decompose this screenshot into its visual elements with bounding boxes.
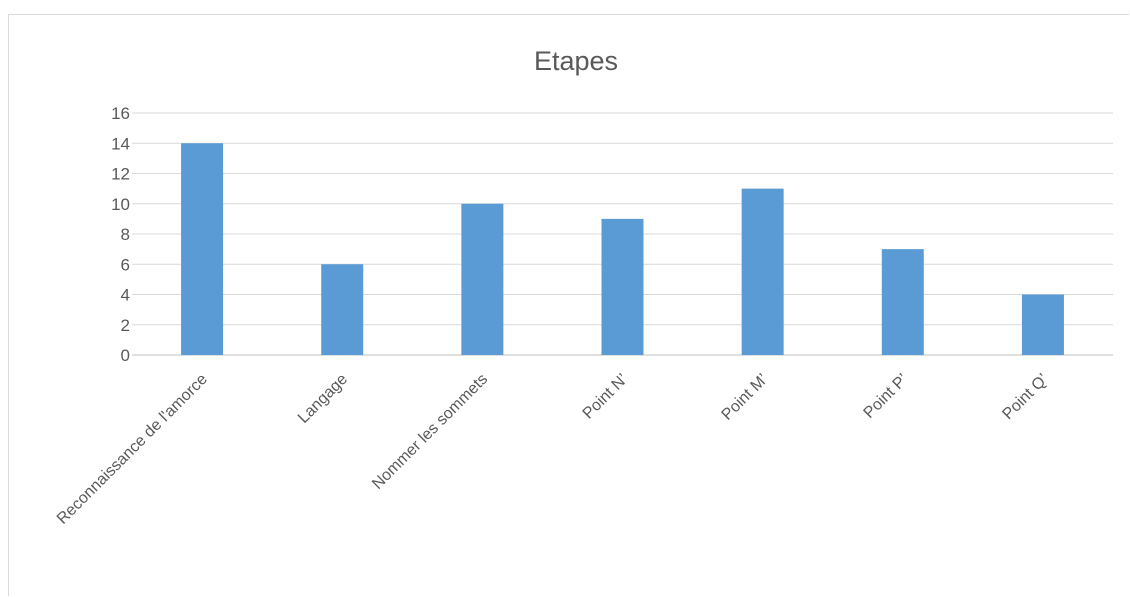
y-tick-label: 8 bbox=[121, 225, 130, 244]
x-axis-labels: Reconnaissance de l'amorce Langage Nommer … bbox=[54, 371, 1052, 528]
chart-title: Etapes bbox=[534, 46, 618, 76]
x-category-label: Point N’ bbox=[580, 371, 632, 423]
x-category-label: Reconnaissance de l'amorce bbox=[54, 371, 211, 528]
bar bbox=[1021, 294, 1064, 355]
x-category-label: Langage bbox=[295, 371, 351, 427]
y-tick-label: 6 bbox=[121, 255, 130, 274]
bar bbox=[181, 143, 224, 355]
bar bbox=[741, 188, 784, 355]
bar bbox=[601, 218, 644, 355]
y-tick-label: 0 bbox=[121, 346, 130, 365]
x-category-label: Nommer les sommets bbox=[369, 371, 491, 493]
y-tick-label: 14 bbox=[111, 134, 130, 153]
y-tick-label: 16 bbox=[111, 104, 130, 123]
y-tick-label: 10 bbox=[111, 195, 130, 214]
y-tick-label: 2 bbox=[121, 316, 130, 335]
bars bbox=[181, 143, 1064, 355]
y-axis-ticks: 0 2 4 6 8 10 12 14 16 bbox=[111, 104, 130, 365]
y-tick-label: 4 bbox=[121, 286, 130, 305]
bar bbox=[321, 264, 364, 355]
y-tick-label: 12 bbox=[111, 165, 130, 184]
bar bbox=[881, 249, 924, 355]
x-category-label: Point P’ bbox=[861, 371, 912, 422]
chart-frame bbox=[8, 14, 1129, 596]
bar bbox=[461, 203, 504, 355]
x-category-label: Point Q’ bbox=[999, 371, 1051, 423]
x-category-label: Point M’ bbox=[719, 371, 772, 424]
